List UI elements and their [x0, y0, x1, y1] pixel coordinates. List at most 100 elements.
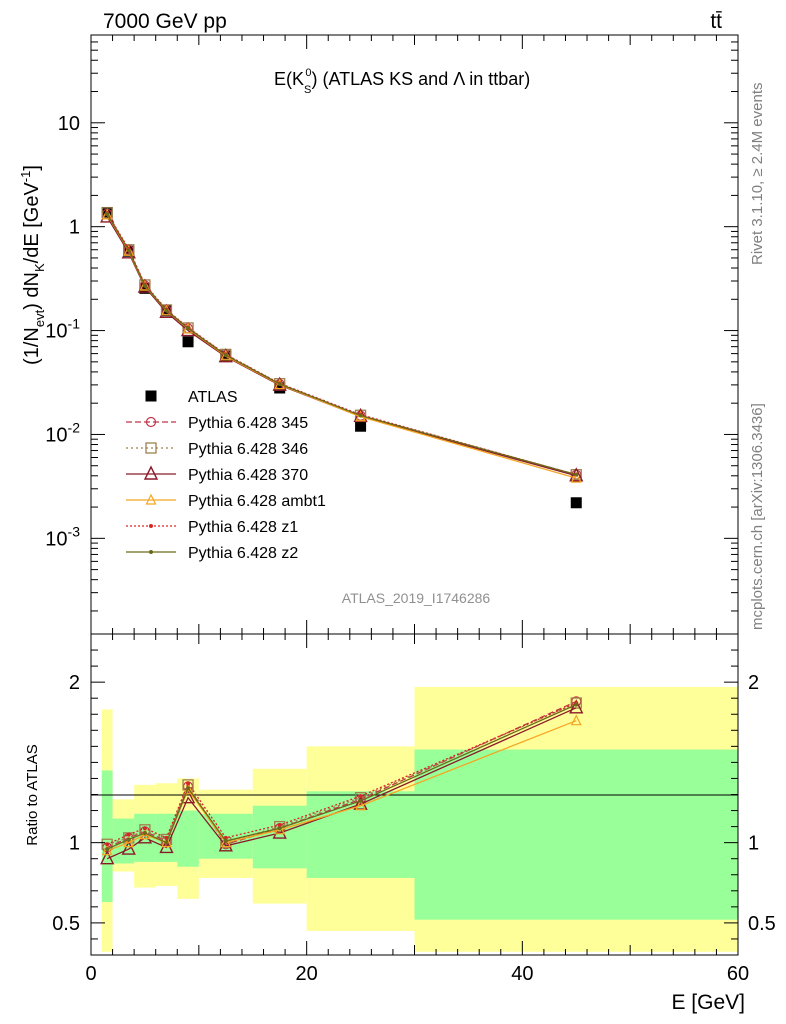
series-marker [164, 308, 169, 313]
y-tick-label: 10-2 [45, 419, 80, 446]
main-y-axis-label: (1/Nevt) dNK/dE [GeV-1] [18, 165, 47, 365]
ylabel-a: (1/N [21, 327, 43, 365]
series-marker [121, 840, 136, 855]
data-point [355, 420, 367, 432]
main-y-tick-labels: 10 -3 10-2 10-1 1 10 [45, 113, 80, 551]
data-point [182, 336, 194, 348]
series-marker [569, 699, 584, 714]
ratio-y-axis-label: Ratio to ATLAS [24, 744, 41, 845]
series-marker [186, 786, 191, 791]
y-tick-label: 10 [58, 113, 80, 135]
x-axis-label: E [GeV] [671, 991, 745, 1014]
legend-item: ATLAS [145, 389, 238, 406]
series-marker [139, 279, 151, 291]
series-marker [145, 493, 157, 505]
series-marker [574, 702, 579, 707]
series-marker [358, 413, 363, 418]
y-tick-base: 10 [45, 424, 67, 446]
y-tick-exp: -2 [68, 419, 81, 435]
legend-item: Pythia 6.428 370 [126, 465, 308, 484]
x-tick-label: 40 [511, 963, 533, 985]
legend-label: Pythia 6.428 345 [188, 415, 308, 432]
rivet-label: Rivet 3.1.10, ≥ 2.4M events [749, 83, 766, 266]
ylabel-c: /dE [GeV [21, 182, 43, 264]
series-line [106, 213, 577, 476]
data-point [145, 390, 157, 402]
series-line [106, 212, 577, 476]
series-marker [123, 836, 135, 848]
series-marker [355, 799, 367, 811]
series-marker [145, 442, 157, 454]
series-marker [105, 842, 110, 847]
band-inner [414, 749, 738, 920]
series-marker [101, 844, 113, 856]
series-p345 [102, 208, 582, 480]
series-marker [223, 839, 228, 844]
y-tick-exp: -1 [68, 316, 81, 332]
ratio-uncertainty-bands [101, 686, 738, 952]
ratio-y-tick-label-right: 2 [748, 672, 759, 694]
series-marker [142, 283, 147, 288]
legend-label: Pythia 6.428 370 [188, 467, 308, 484]
y-tick-exp: -3 [68, 523, 81, 539]
ylabel-d: ] [21, 165, 43, 171]
series-marker [358, 798, 363, 803]
series-line [106, 212, 577, 476]
ratio-series-z1 [105, 701, 579, 847]
series-marker [277, 826, 282, 831]
x-tick-label: 0 [85, 963, 96, 985]
chart-title-sup: 0 [305, 67, 311, 79]
series-line [106, 216, 577, 477]
series-line [106, 213, 577, 476]
ratio-panel: 0.5 0.51 12 20 20 40 60 Ratio to ATLAS E [GeV] [24, 633, 776, 1014]
legend-label: Pythia 6.428 z2 [188, 545, 298, 562]
legend-label: Pythia 6.428 346 [188, 441, 308, 458]
x-tick-label: 60 [727, 963, 749, 985]
ratio-y-tick-label: 1 [69, 833, 80, 855]
band-inner [101, 770, 113, 903]
legend-label: Pythia 6.428 z1 [188, 519, 298, 536]
series-marker [105, 847, 110, 852]
energy-label: 7000 GeV pp [103, 10, 227, 33]
chart-title-main: E(K [274, 69, 304, 89]
data-point [570, 497, 582, 509]
series-marker [223, 353, 228, 358]
ratio-y-tick-label: 0.5 [52, 913, 80, 935]
ylabel-a-sub: evt [32, 309, 47, 327]
ylabel-c-sup: -1 [18, 171, 33, 183]
series-marker [220, 349, 232, 361]
process-label: tt̄ [710, 10, 722, 33]
series-marker [100, 850, 115, 865]
series-marker [161, 304, 172, 316]
band-inner [177, 810, 199, 867]
series-p346 [101, 207, 582, 481]
legend-item: Pythia 6.428 ambt1 [126, 493, 326, 510]
series-marker [105, 212, 110, 217]
legend-item: Pythia 6.428 346 [126, 441, 308, 458]
series-marker [274, 378, 286, 390]
series-marker [142, 826, 147, 831]
chart-title: E(KS 0) (ATLAS KS and Λ in ttbar) [274, 67, 530, 96]
series-ambt1 [101, 208, 582, 483]
ratio-y-tick-label-right: 0.5 [748, 913, 776, 935]
series-marker [358, 794, 363, 799]
series-z2 [105, 212, 579, 477]
series-marker [149, 550, 153, 554]
mcplots-label: mcplots.cern.ch [arXiv:1306.3436] [749, 403, 766, 630]
series-p370 [100, 208, 584, 482]
series-marker [186, 326, 191, 331]
series-marker [353, 795, 368, 810]
series-marker [277, 381, 282, 386]
y-tick-label: 1 [69, 217, 80, 239]
legend-item: Pythia 6.428 z2 [126, 545, 298, 562]
legend-item: Pythia 6.428 345 [126, 415, 308, 432]
series-marker [126, 248, 131, 253]
y-tick-label: 10-1 [45, 316, 80, 343]
ratio-line [106, 702, 577, 845]
series-marker [149, 524, 153, 528]
legend: ATLAS Pythia 6.428 345 Pythia 6.428 346 Pyt… [126, 389, 326, 562]
chart-title-sub: S [304, 84, 311, 96]
series-marker [143, 465, 159, 480]
series-marker [186, 781, 191, 786]
